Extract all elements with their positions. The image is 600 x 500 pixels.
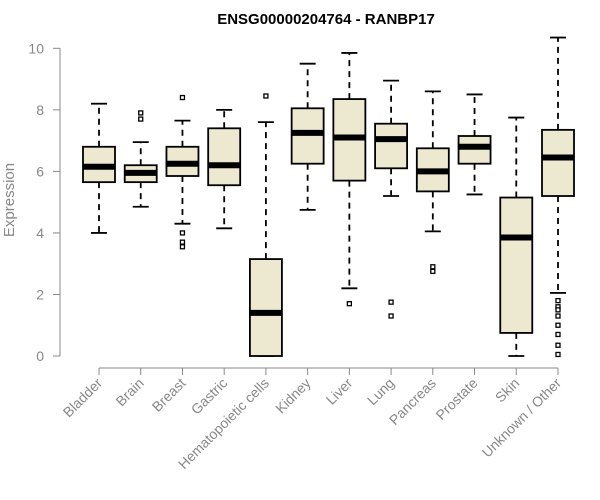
- x-tick-label: Prostate: [432, 375, 480, 423]
- box-gastric: [207, 108, 242, 230]
- box-prostate: [457, 93, 492, 196]
- box-body: [290, 107, 325, 165]
- outlier-point: [430, 268, 436, 275]
- outlier-point: [555, 322, 561, 328]
- outlier-point: [263, 93, 269, 99]
- y-tick-label: 8: [36, 102, 44, 118]
- y-tick-label: 4: [36, 225, 44, 241]
- outlier-point: [179, 244, 186, 250]
- boxes-group: [82, 36, 575, 358]
- outlier-point: [430, 264, 436, 270]
- box-lung: [374, 79, 408, 319]
- box-kidney: [290, 62, 325, 211]
- box-body: [499, 196, 534, 334]
- box-breast: [165, 94, 200, 250]
- chart-title: ENSG00000204764 - RANBP17: [217, 11, 435, 28]
- y-tick-label: 6: [36, 163, 44, 179]
- outlier-point: [388, 313, 394, 319]
- outlier-point: [555, 342, 561, 348]
- outlier-point: [555, 297, 561, 304]
- x-tick-label: Kidney: [272, 375, 314, 417]
- outlier-point: [555, 351, 561, 358]
- x-tick-label: Unknown / Other: [479, 375, 565, 461]
- y-tick-label: 10: [28, 40, 44, 56]
- box-pancreas: [415, 90, 450, 275]
- box-skin: [499, 116, 534, 357]
- x-tick-label: Skin: [492, 375, 523, 406]
- box-body: [457, 135, 492, 165]
- outlier-point: [555, 307, 561, 313]
- box-bladder: [82, 102, 116, 234]
- outlier-point: [179, 239, 186, 245]
- box-body: [249, 258, 283, 357]
- outlier-point: [346, 301, 353, 307]
- box-hematopoietic-cells: [249, 93, 283, 357]
- x-tick-label: Bladder: [60, 375, 106, 421]
- box-liver: [332, 52, 367, 307]
- y-tick-label: 2: [36, 286, 44, 302]
- y-tick-label: 0: [36, 348, 44, 364]
- x-tick-label: Liver: [323, 375, 356, 408]
- outlier-point: [555, 331, 561, 338]
- outlier-point: [179, 94, 186, 101]
- outlier-point: [555, 313, 561, 319]
- outlier-point: [138, 116, 144, 122]
- outlier-point: [138, 110, 144, 116]
- y-axis-label: Expression: [1, 163, 18, 237]
- box-brain: [123, 110, 158, 208]
- x-tick-label: Lung: [364, 375, 397, 408]
- box-body: [207, 127, 242, 187]
- x-tick-label: Brain: [112, 375, 146, 409]
- outlier-point: [388, 299, 394, 305]
- outlier-point: [179, 230, 186, 236]
- box-body: [374, 122, 408, 170]
- box-unknown-other: [541, 36, 575, 358]
- x-tick-label: Breast: [149, 375, 189, 415]
- box-body: [541, 128, 575, 197]
